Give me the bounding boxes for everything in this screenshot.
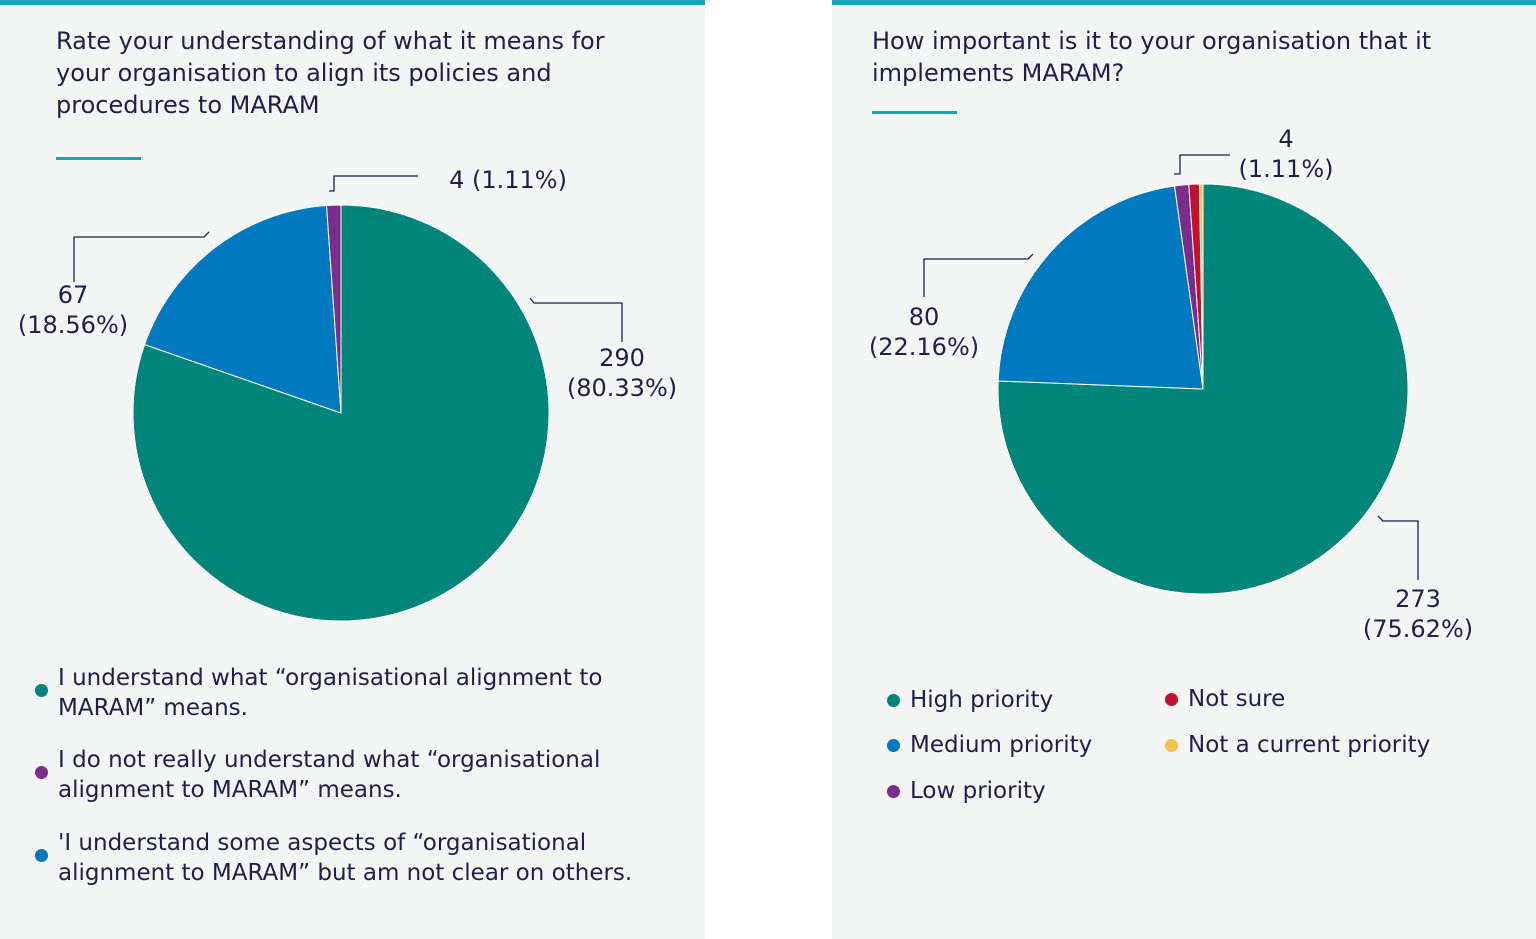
legend-swatch <box>887 785 900 798</box>
legend-swatch <box>35 766 48 779</box>
leader-line <box>529 297 623 342</box>
legend-swatch <box>887 739 900 752</box>
data-label: 273 (75.62%) <box>1362 585 1474 643</box>
data-label: 4 (1.11%) <box>449 166 567 194</box>
legend-item: 'I understand some aspects of “organisat… <box>35 828 683 888</box>
leader-line <box>73 231 210 282</box>
data-label: 80 (22.16%) <box>868 303 980 361</box>
leader-line <box>329 175 418 192</box>
leader-line <box>1174 154 1230 175</box>
legend-label: Not a current priority <box>1188 732 1431 758</box>
legend-label: Not sure <box>1188 686 1286 712</box>
pie-slice <box>132 204 550 622</box>
legend-swatch <box>1165 739 1178 752</box>
legend-label: I understand what “organisational alignm… <box>58 665 603 721</box>
legend-label: I do not really understand what “organis… <box>58 747 601 803</box>
legend-item: High priority <box>887 685 1054 715</box>
legend-item: I understand what “organisational alignm… <box>35 663 683 723</box>
data-label: 290 (80.33%) <box>566 344 678 402</box>
chart-title: Rate your understanding of what it means… <box>56 27 605 119</box>
legend-swatch <box>887 694 900 707</box>
legend-item: I do not really understand what “organis… <box>35 745 683 805</box>
legend-label: High priority <box>910 687 1054 713</box>
data-label: 4 (1.11%) <box>1238 125 1334 183</box>
legend-label: Medium priority <box>910 732 1093 758</box>
legend-label: Low priority <box>910 778 1046 804</box>
legend-swatch <box>35 684 48 697</box>
leader-line <box>923 253 1034 297</box>
legend-item: Not a current priority <box>1165 730 1431 760</box>
legend-item: Medium priority <box>887 730 1093 760</box>
pie-slice <box>997 185 1204 390</box>
legend-swatch <box>1165 693 1178 706</box>
legend-item: Low priority <box>887 776 1046 806</box>
title-accent <box>872 111 957 114</box>
legend-item: Not sure <box>1165 684 1286 714</box>
pie-slice <box>1198 183 1204 390</box>
pie-slice <box>325 204 342 414</box>
pie-slice <box>143 204 342 414</box>
chart-title: How important is it to your organisation… <box>872 27 1432 87</box>
data-label: 67 (18.56%) <box>17 281 129 339</box>
legend-label: 'I understand some aspects of “organisat… <box>58 830 633 886</box>
legend-swatch <box>35 849 48 862</box>
leader-line <box>1377 515 1419 580</box>
title-accent <box>56 157 141 160</box>
